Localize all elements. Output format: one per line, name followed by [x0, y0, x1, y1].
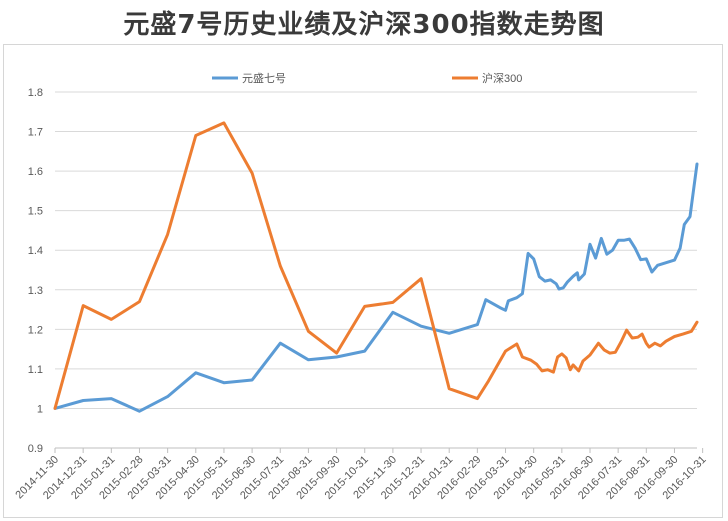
chart-title: 元盛7号历史业绩及沪深300指数走势图 — [123, 10, 605, 40]
y-tick-label: 1.2 — [28, 324, 43, 336]
series-lines — [53, 121, 699, 413]
y-tick-label: 1.5 — [28, 206, 43, 218]
legend-label-2: 沪深300 — [482, 71, 522, 85]
plot-area-border — [3, 44, 723, 518]
y-tick-label: 1 — [37, 403, 43, 415]
legend-label-1: 元盛七号 — [242, 71, 286, 85]
series-line-2 — [53, 121, 699, 410]
axes: 0.911.11.21.31.41.51.61.71.82014-11-3020… — [13, 87, 708, 502]
legend: 元盛七号 沪深300 — [212, 71, 522, 85]
series-line-1 — [53, 162, 699, 413]
y-tick-label: 0.9 — [28, 443, 43, 455]
y-tick-label: 1.1 — [28, 364, 43, 376]
y-tick-label: 1.6 — [28, 166, 43, 178]
y-tick-label: 1.7 — [28, 127, 43, 139]
y-tick-label: 1.8 — [28, 87, 43, 99]
y-tick-label: 1.4 — [28, 245, 43, 257]
y-tick-label: 1.3 — [28, 285, 43, 297]
